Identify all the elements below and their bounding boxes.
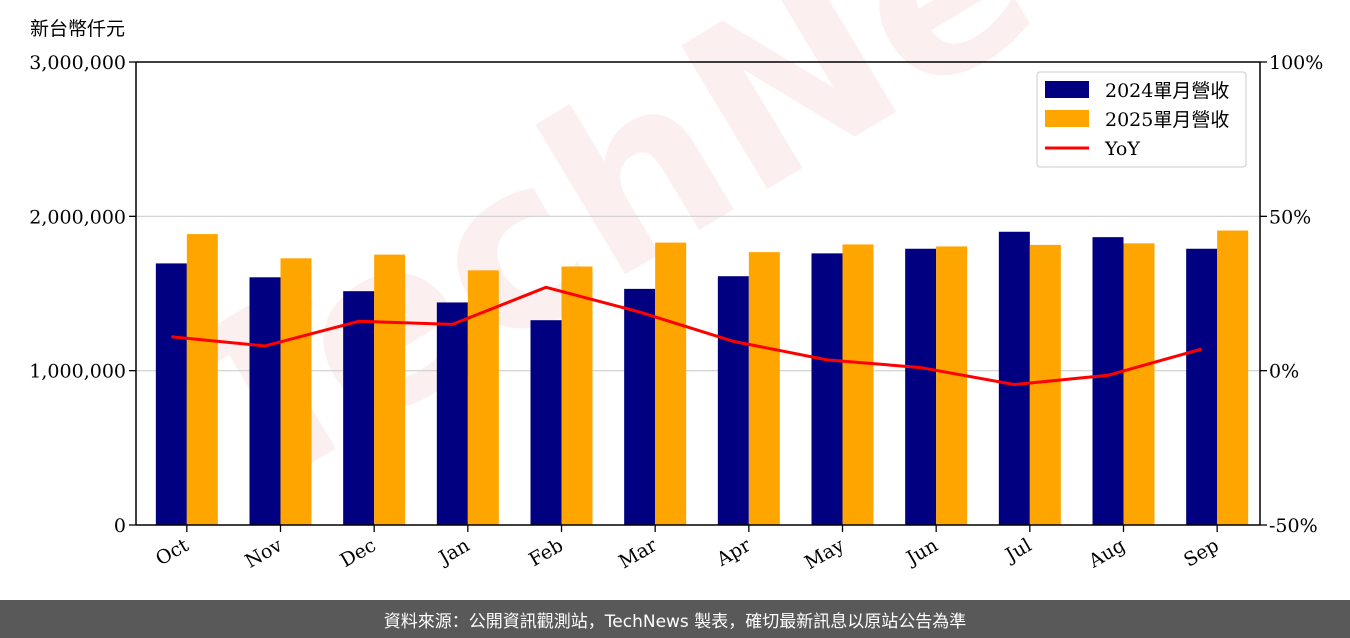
- right-tick-label-3: 100%: [1269, 52, 1323, 74]
- x-tick-label-apr: Apr: [712, 534, 755, 571]
- bar-2024-jan: [436, 302, 468, 525]
- source-footer: 資料來源：公開資訊觀測站，TechNews 製表，確切最新訊息以原站公告為準: [0, 600, 1350, 638]
- bar-2025-dec: [374, 254, 406, 525]
- bar-2024-jul: [998, 231, 1030, 525]
- bar-2025-feb: [561, 266, 593, 525]
- bar-2024-oct: [155, 263, 187, 525]
- x-tick-label-jun: Jun: [901, 534, 942, 570]
- bar-2024-nov: [249, 277, 281, 525]
- bar-2025-aug: [1123, 243, 1155, 525]
- bar-2025-nov: [280, 258, 312, 525]
- x-tick-label-oct: Oct: [152, 534, 193, 570]
- x-tick-label-aug: Aug: [1084, 534, 1129, 573]
- left-tick-label-3: 3,000,000: [29, 52, 126, 74]
- revenue-chart: TechNews01,000,0002,000,0003,000,000-50%…: [29, 0, 1350, 574]
- bar-2025-sep: [1217, 230, 1249, 526]
- x-tick-label-may: May: [801, 534, 848, 574]
- right-tick-label-1: 0%: [1269, 361, 1299, 383]
- x-tick-label-mar: Mar: [615, 534, 661, 573]
- bar-2024-jun: [905, 248, 937, 525]
- x-tick-label-jan: Jan: [434, 534, 474, 570]
- bar-2024-mar: [624, 288, 656, 525]
- bar-2024-aug: [1092, 237, 1124, 525]
- left-tick-label-0: 0: [114, 515, 126, 537]
- bar-2025-jul: [1029, 244, 1061, 525]
- bar-2024-sep: [1186, 248, 1218, 525]
- bar-2024-apr: [717, 276, 749, 525]
- bar-2025-may: [842, 244, 874, 525]
- bar-2025-mar: [655, 242, 687, 525]
- legend-swatch-2025: [1045, 110, 1089, 127]
- legend-label-2025: 2025單月營收: [1105, 109, 1229, 131]
- right-tick-label-0: -50%: [1269, 515, 1318, 537]
- x-tick-label-feb: Feb: [525, 534, 567, 571]
- source-footer-text: 資料來源：公開資訊觀測站，TechNews 製表，確切最新訊息以原站公告為準: [383, 611, 967, 632]
- x-tick-label-dec: Dec: [337, 534, 380, 572]
- bar-2025-oct: [186, 234, 218, 525]
- left-tick-label-1: 1,000,000: [29, 361, 126, 383]
- x-tick-label-sep: Sep: [1180, 534, 1223, 571]
- y-axis-unit-label: 新台幣仟元: [30, 18, 126, 40]
- yoy-line: [171, 285, 1203, 387]
- legend-box: [1036, 71, 1247, 168]
- bar-2024-feb: [530, 320, 562, 525]
- bar-2025-jun: [936, 246, 968, 525]
- legend-label-yoy: YoY: [1104, 138, 1140, 160]
- left-tick-label-2: 2,000,000: [29, 206, 126, 228]
- bar-2025-apr: [748, 252, 780, 525]
- right-tick-label-2: 50%: [1269, 206, 1311, 228]
- legend-label-2024: 2024單月營收: [1105, 80, 1229, 102]
- bar-2024-dec: [343, 291, 375, 525]
- legend-swatch-2024: [1045, 81, 1089, 98]
- bar-2024-may: [811, 253, 843, 525]
- x-tick-label-jul: Jul: [1000, 534, 1035, 567]
